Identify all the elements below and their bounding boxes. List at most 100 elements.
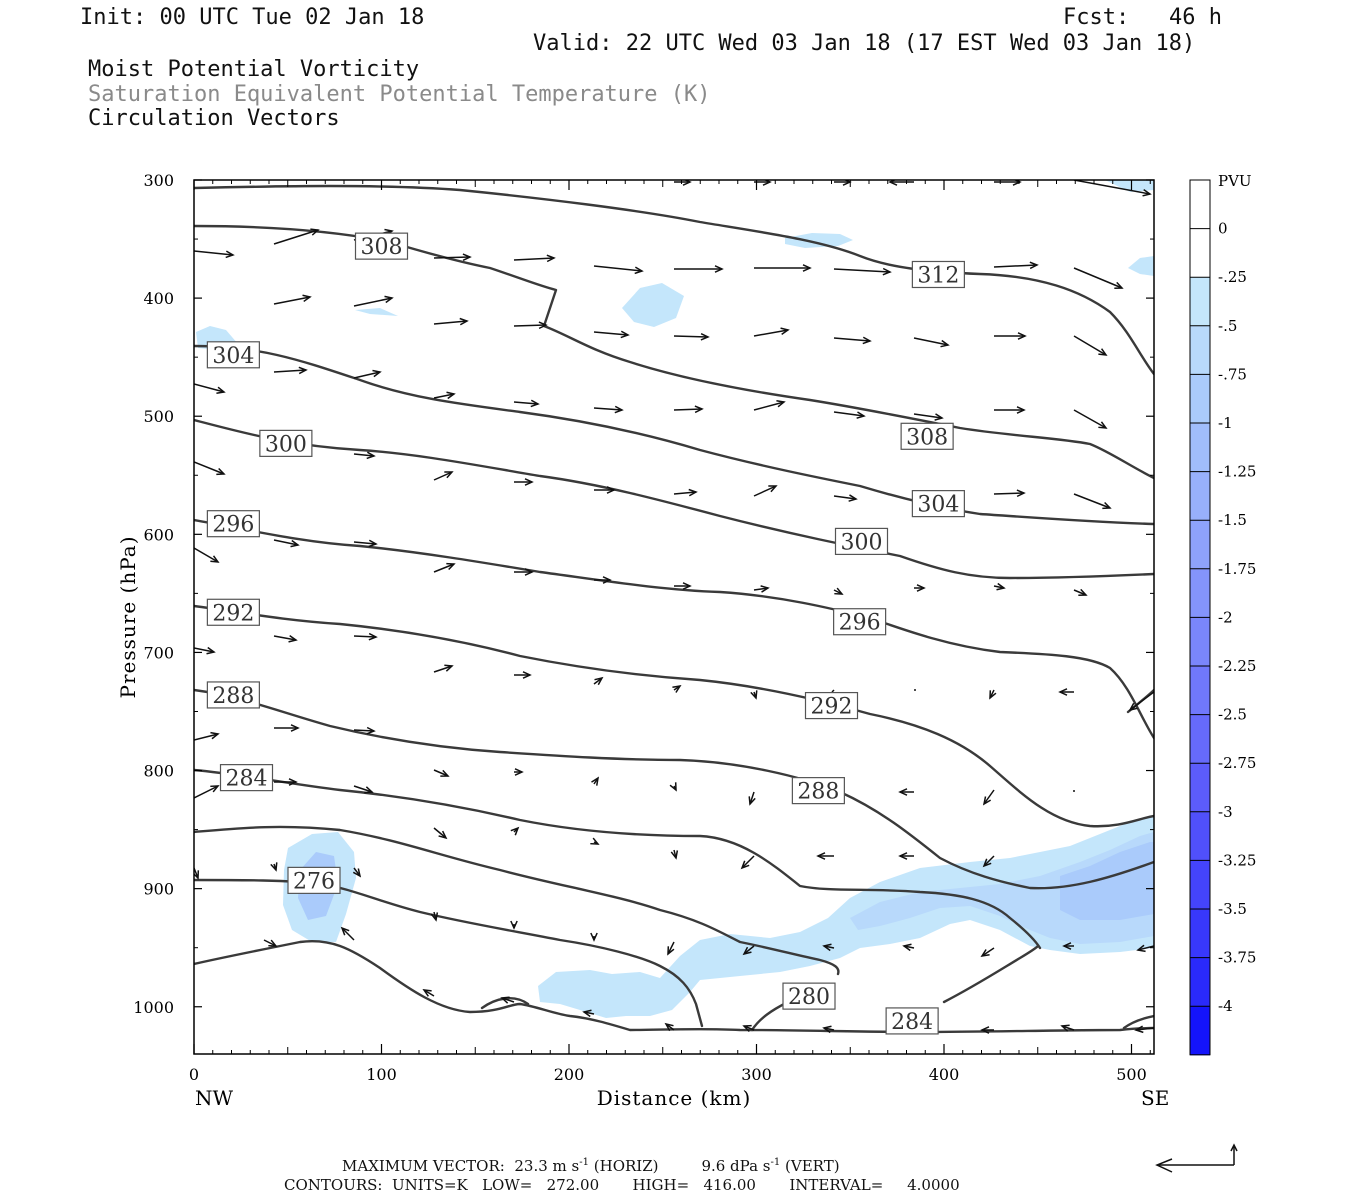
colorbar-swatch [1190,957,1210,1007]
vector-arrow [833,411,865,417]
contour-line [194,518,1154,740]
vector-arrow [1129,691,1154,711]
vector-arrow [1061,1025,1075,1031]
colorbar-tick-label: -2.75 [1218,754,1256,772]
vector-arrow [263,939,277,947]
contour-label: 300 [265,432,307,457]
vector-arrow [353,541,377,545]
y-tick-label: 300 [143,171,174,190]
contour-line [194,418,1154,580]
field-title-3: Circulation Vectors [88,106,340,131]
contour-line [194,688,1154,890]
vector-arrow [833,495,857,500]
vector-arrowhead [1017,332,1027,340]
footer-max-vector: MAXIMUM VECTOR: 23.3 m s-1 (HORIZ) 9.6 d… [342,1157,840,1175]
contour-label-box [885,1007,939,1035]
vector-arrowhead [848,494,858,502]
vector-arrowhead [216,386,226,394]
vector-arrow [273,369,307,373]
vector-arrowhead [750,690,758,700]
contour-label: 288 [212,684,254,709]
vector-arrowhead [669,782,677,792]
vector-arrowhead [996,582,1006,591]
vector-arrowhead [368,632,378,641]
vector-arrow [194,547,219,563]
vector-arrowhead [982,858,992,868]
vector-arrowhead [352,868,362,878]
vector-arrowhead [1102,502,1112,510]
vector-arrow [743,945,755,955]
x-axis: 0 100 200 300 400 500 [189,180,1151,1084]
vector-arrowhead [444,471,454,479]
pv-shade-region [538,816,1154,1018]
x-tick-label: 0 [189,1065,199,1084]
vector-arrowhead [444,664,454,672]
vector-arrowhead [524,568,534,576]
colorbar-swatch [1190,617,1210,667]
vector-arrowhead [980,949,990,958]
colorbar-swatch [1190,180,1210,230]
vector-arrowhead [714,265,724,273]
colorbar-tick-label: -.5 [1218,317,1237,335]
vector-arrowhead [898,788,908,796]
vector-arrow [1073,267,1123,289]
vector-arrowhead [590,837,600,845]
vector-arrow [273,296,311,305]
colorbar-tick-label: -1.75 [1218,560,1256,578]
x-tick-label: 400 [929,1065,960,1084]
vector-arrowhead [500,996,510,1004]
contour-line [942,944,1040,1004]
vector-arrow [593,331,629,336]
vector-arrowhead [524,478,534,486]
vector-arrowhead [538,321,548,330]
vector-arrowhead [290,539,300,548]
contour-label-box [900,422,954,450]
vector-arrowhead [694,405,704,414]
vector-arrow [913,413,943,419]
vector-arrowhead [834,587,844,595]
vector-arrowhead [1016,489,1026,498]
vector-arrow [433,827,447,839]
vector-arrowhead [1114,281,1124,289]
vector-arrowhead [664,1022,674,1032]
vector-arrowhead [1128,702,1138,712]
contour-line [1122,1014,1154,1030]
vector-arrow [1137,945,1154,951]
plot-frame [193,179,1155,1055]
contour-label-box [259,429,313,457]
contour-label: 296 [839,611,881,636]
colorbar-tick-label: -2.5 [1218,706,1247,724]
vector-arrow [433,563,455,573]
vector-arrowhead [606,486,616,494]
vector-arrowhead [682,180,692,186]
contour-label: 304 [212,344,254,369]
vector-arrow [513,324,547,327]
colorbar-swatch [1190,909,1210,959]
circulation-vectors [194,180,1154,1034]
vector-arrowhead [672,684,682,693]
vector-arrow [433,471,453,481]
vector-arrowhead [760,585,770,593]
colorbar-swatch [1190,423,1210,473]
colorbar-tick-label: -2 [1218,608,1233,626]
vector-arrow [433,256,471,259]
vector-arrowhead [822,943,832,952]
vector-arrowhead [384,295,394,304]
y-axis: 300 400 500 600 700 800 900 1000 [133,171,1154,1017]
colorbar-tick-label: -1 [1218,414,1233,432]
vector-arrow [673,491,697,495]
vector-arrow [513,401,539,405]
colorbar-units: PVU [1218,172,1252,190]
vector-arrowhead [940,339,950,348]
vector-arrowhead [446,391,456,400]
colorbar-tick-label: -3.75 [1218,949,1256,967]
pv-shade-region [1105,180,1154,192]
vector-arrow [353,785,373,793]
vector-arrowhead [700,332,710,341]
contour-label: 288 [797,780,839,805]
vector-arrow [1073,335,1107,356]
y-axis-label: Pressure (hPa) [116,536,140,699]
pv-shade-region [355,308,398,316]
vector-arrowhead [1078,588,1088,596]
vector-arrowhead [206,646,216,655]
